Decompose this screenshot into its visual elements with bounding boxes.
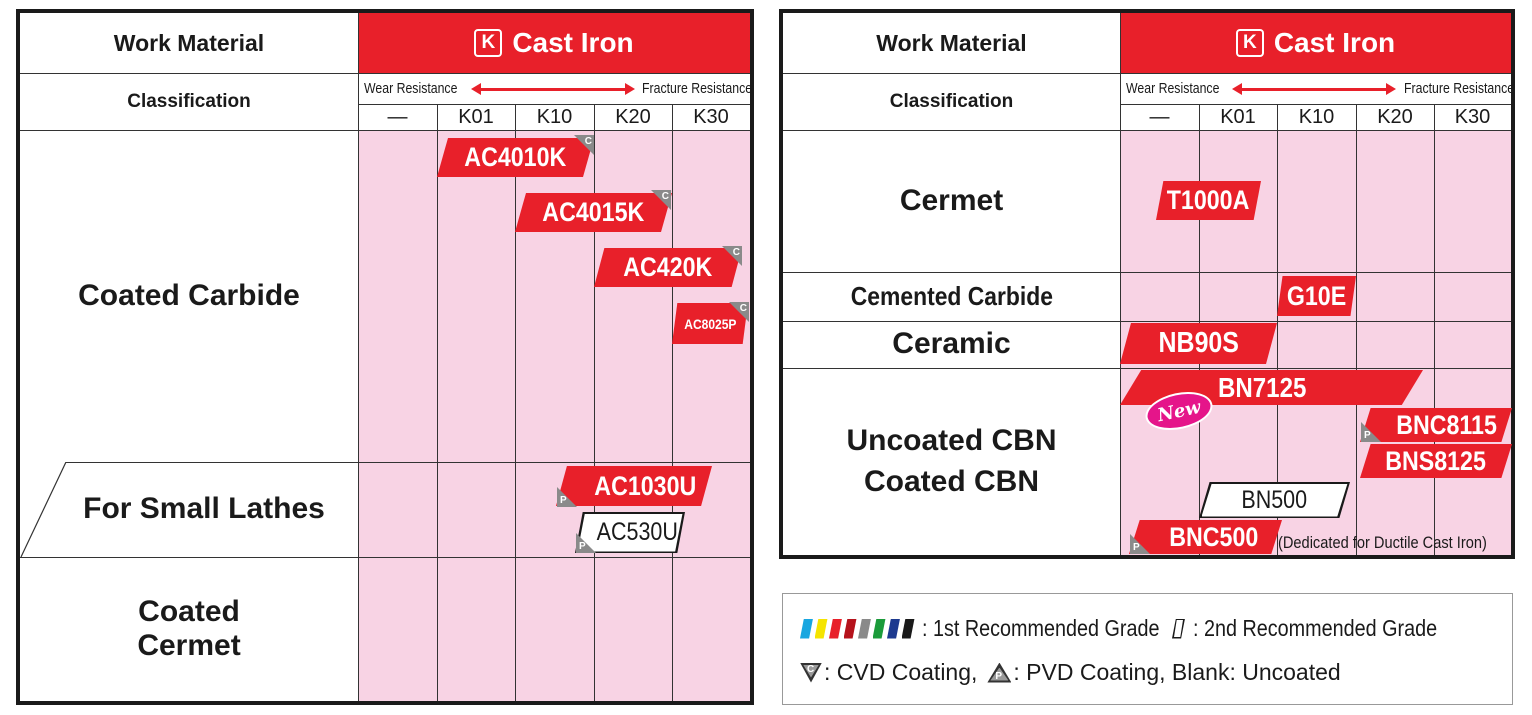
left-material-header: K Cast Iron xyxy=(358,13,750,73)
legend-second-text: : 2nd Recommended Grade xyxy=(1193,615,1438,641)
wear-resistance-label: Wear Resistance xyxy=(364,80,458,97)
row-label-cemented-carbide: Cemented Carbide xyxy=(783,272,1120,321)
divider xyxy=(437,104,438,701)
work-material-label: Work Material xyxy=(113,29,265,56)
recommended-swatch-7 xyxy=(887,618,900,639)
grade-ac8025p: AC8025P xyxy=(672,303,748,344)
fracture-resistance-label: Fracture Resistance xyxy=(1404,80,1515,97)
divider xyxy=(66,462,750,463)
row-label-ceramic: Ceramic xyxy=(892,327,1011,361)
column-header: K20 xyxy=(1377,105,1413,128)
work-material-label: Work Material xyxy=(876,29,1027,56)
grade-ac1030u: AC1030U xyxy=(556,466,712,506)
legend-first-text: : 1st Recommended Grade xyxy=(922,615,1160,641)
divider xyxy=(1120,104,1511,105)
cbn-line-1: Uncoated CBN xyxy=(846,424,1057,457)
grade-bn500: BN500 xyxy=(1199,482,1350,518)
legend-coating: C : CVD Coating, P : PVD Coating, Blank:… xyxy=(800,659,1341,686)
coated-cermet-text: Coated Cermet xyxy=(137,594,241,663)
grade-bns8125: BNS8125 xyxy=(1360,444,1512,478)
column-header: — xyxy=(387,105,408,128)
divider xyxy=(20,130,750,131)
divider xyxy=(20,557,750,558)
column-header: K10 xyxy=(1298,105,1335,128)
material-name: Cast Iron xyxy=(512,27,634,58)
cvd-coating-icon: C xyxy=(800,663,822,683)
grade-ac420k: AC420K xyxy=(594,248,742,287)
recommended-swatch-1 xyxy=(800,618,813,639)
divider xyxy=(515,104,516,701)
grade-bnc8115: BNC8115 xyxy=(1360,408,1512,442)
k-class-icon: K xyxy=(1235,29,1264,57)
column-header: K30 xyxy=(693,105,729,128)
divider xyxy=(358,13,359,701)
recommended-swatch-4 xyxy=(843,618,857,639)
row-label-small-lathes: For Small Lathes xyxy=(83,492,325,526)
divider xyxy=(358,104,750,105)
grade-ac4015k: AC4015K xyxy=(515,193,672,232)
divider xyxy=(1356,104,1357,555)
grade-t1000a: T1000A xyxy=(1156,181,1261,220)
grade-ac4010k: AC4010K xyxy=(437,138,594,177)
divider xyxy=(783,73,1511,74)
fracture-resistance-label: Fracture Resistance xyxy=(642,80,753,97)
divider xyxy=(672,104,673,701)
recommended-swatch-2 xyxy=(814,618,828,639)
divider xyxy=(594,104,595,701)
divider xyxy=(783,272,1511,273)
second-recommended-swatch xyxy=(1172,618,1185,639)
row-label-cermet: Cermet xyxy=(899,183,1004,217)
row-label-cbn: Uncoated CBN Coated CBN xyxy=(783,368,1120,555)
material-name: Cast Iron xyxy=(1273,27,1396,58)
legend-recommended: : 1st Recommended Grade : 2nd Recommende… xyxy=(800,615,1477,642)
divider xyxy=(783,368,1511,369)
column-header: — xyxy=(1149,105,1170,128)
grade-nb90s: NB90S xyxy=(1120,323,1277,364)
recommended-swatch-5 xyxy=(858,618,871,639)
right-material-header: K Cast Iron xyxy=(1120,13,1511,73)
column-header: K20 xyxy=(615,105,651,128)
recommended-color-swatches xyxy=(800,618,916,639)
divider xyxy=(783,321,1511,322)
legend-pvd-text: : PVD Coating, Blank: Uncoated xyxy=(1013,659,1341,685)
pvd-coating-icon: P xyxy=(987,663,1011,683)
k-class-icon: K xyxy=(474,29,503,57)
cemented-carbide-text: Cemented Carbide xyxy=(850,281,1053,311)
legend xyxy=(782,593,1513,705)
ductile-note: (Dedicated for Ductile Cast Iron) xyxy=(1278,533,1487,552)
divider xyxy=(1277,104,1278,555)
column-header: K30 xyxy=(1454,105,1491,128)
cbn-line-2: Coated CBN xyxy=(863,464,1039,498)
recommended-swatch-6 xyxy=(872,618,886,639)
column-header: K01 xyxy=(458,105,494,128)
legend-cvd-text: : CVD Coating, xyxy=(824,659,978,685)
grade-bnc500: BNC500 xyxy=(1129,520,1282,554)
divider xyxy=(1434,104,1435,555)
divider xyxy=(20,73,750,74)
divider xyxy=(1120,13,1121,555)
row-label-coated-cermet: Coated Cermet xyxy=(20,557,358,701)
recommended-swatch-8 xyxy=(901,618,915,639)
recommended-swatch-3 xyxy=(829,618,842,639)
row-label-coated-carbide: Coated Carbide xyxy=(78,278,300,312)
column-header: K10 xyxy=(536,105,573,128)
small-lathes-slant xyxy=(20,462,67,558)
divider xyxy=(783,130,1511,131)
classification-label: Classification xyxy=(127,90,251,112)
wear-resistance-label: Wear Resistance xyxy=(1126,80,1220,97)
column-header: K01 xyxy=(1220,105,1256,128)
grade-ac530u: AC530U xyxy=(575,512,685,553)
resistance-arrow xyxy=(1232,83,1396,95)
classification-label: Classification xyxy=(889,90,1014,112)
resistance-arrow xyxy=(471,83,635,95)
grade-g10e: G10E xyxy=(1277,276,1356,316)
